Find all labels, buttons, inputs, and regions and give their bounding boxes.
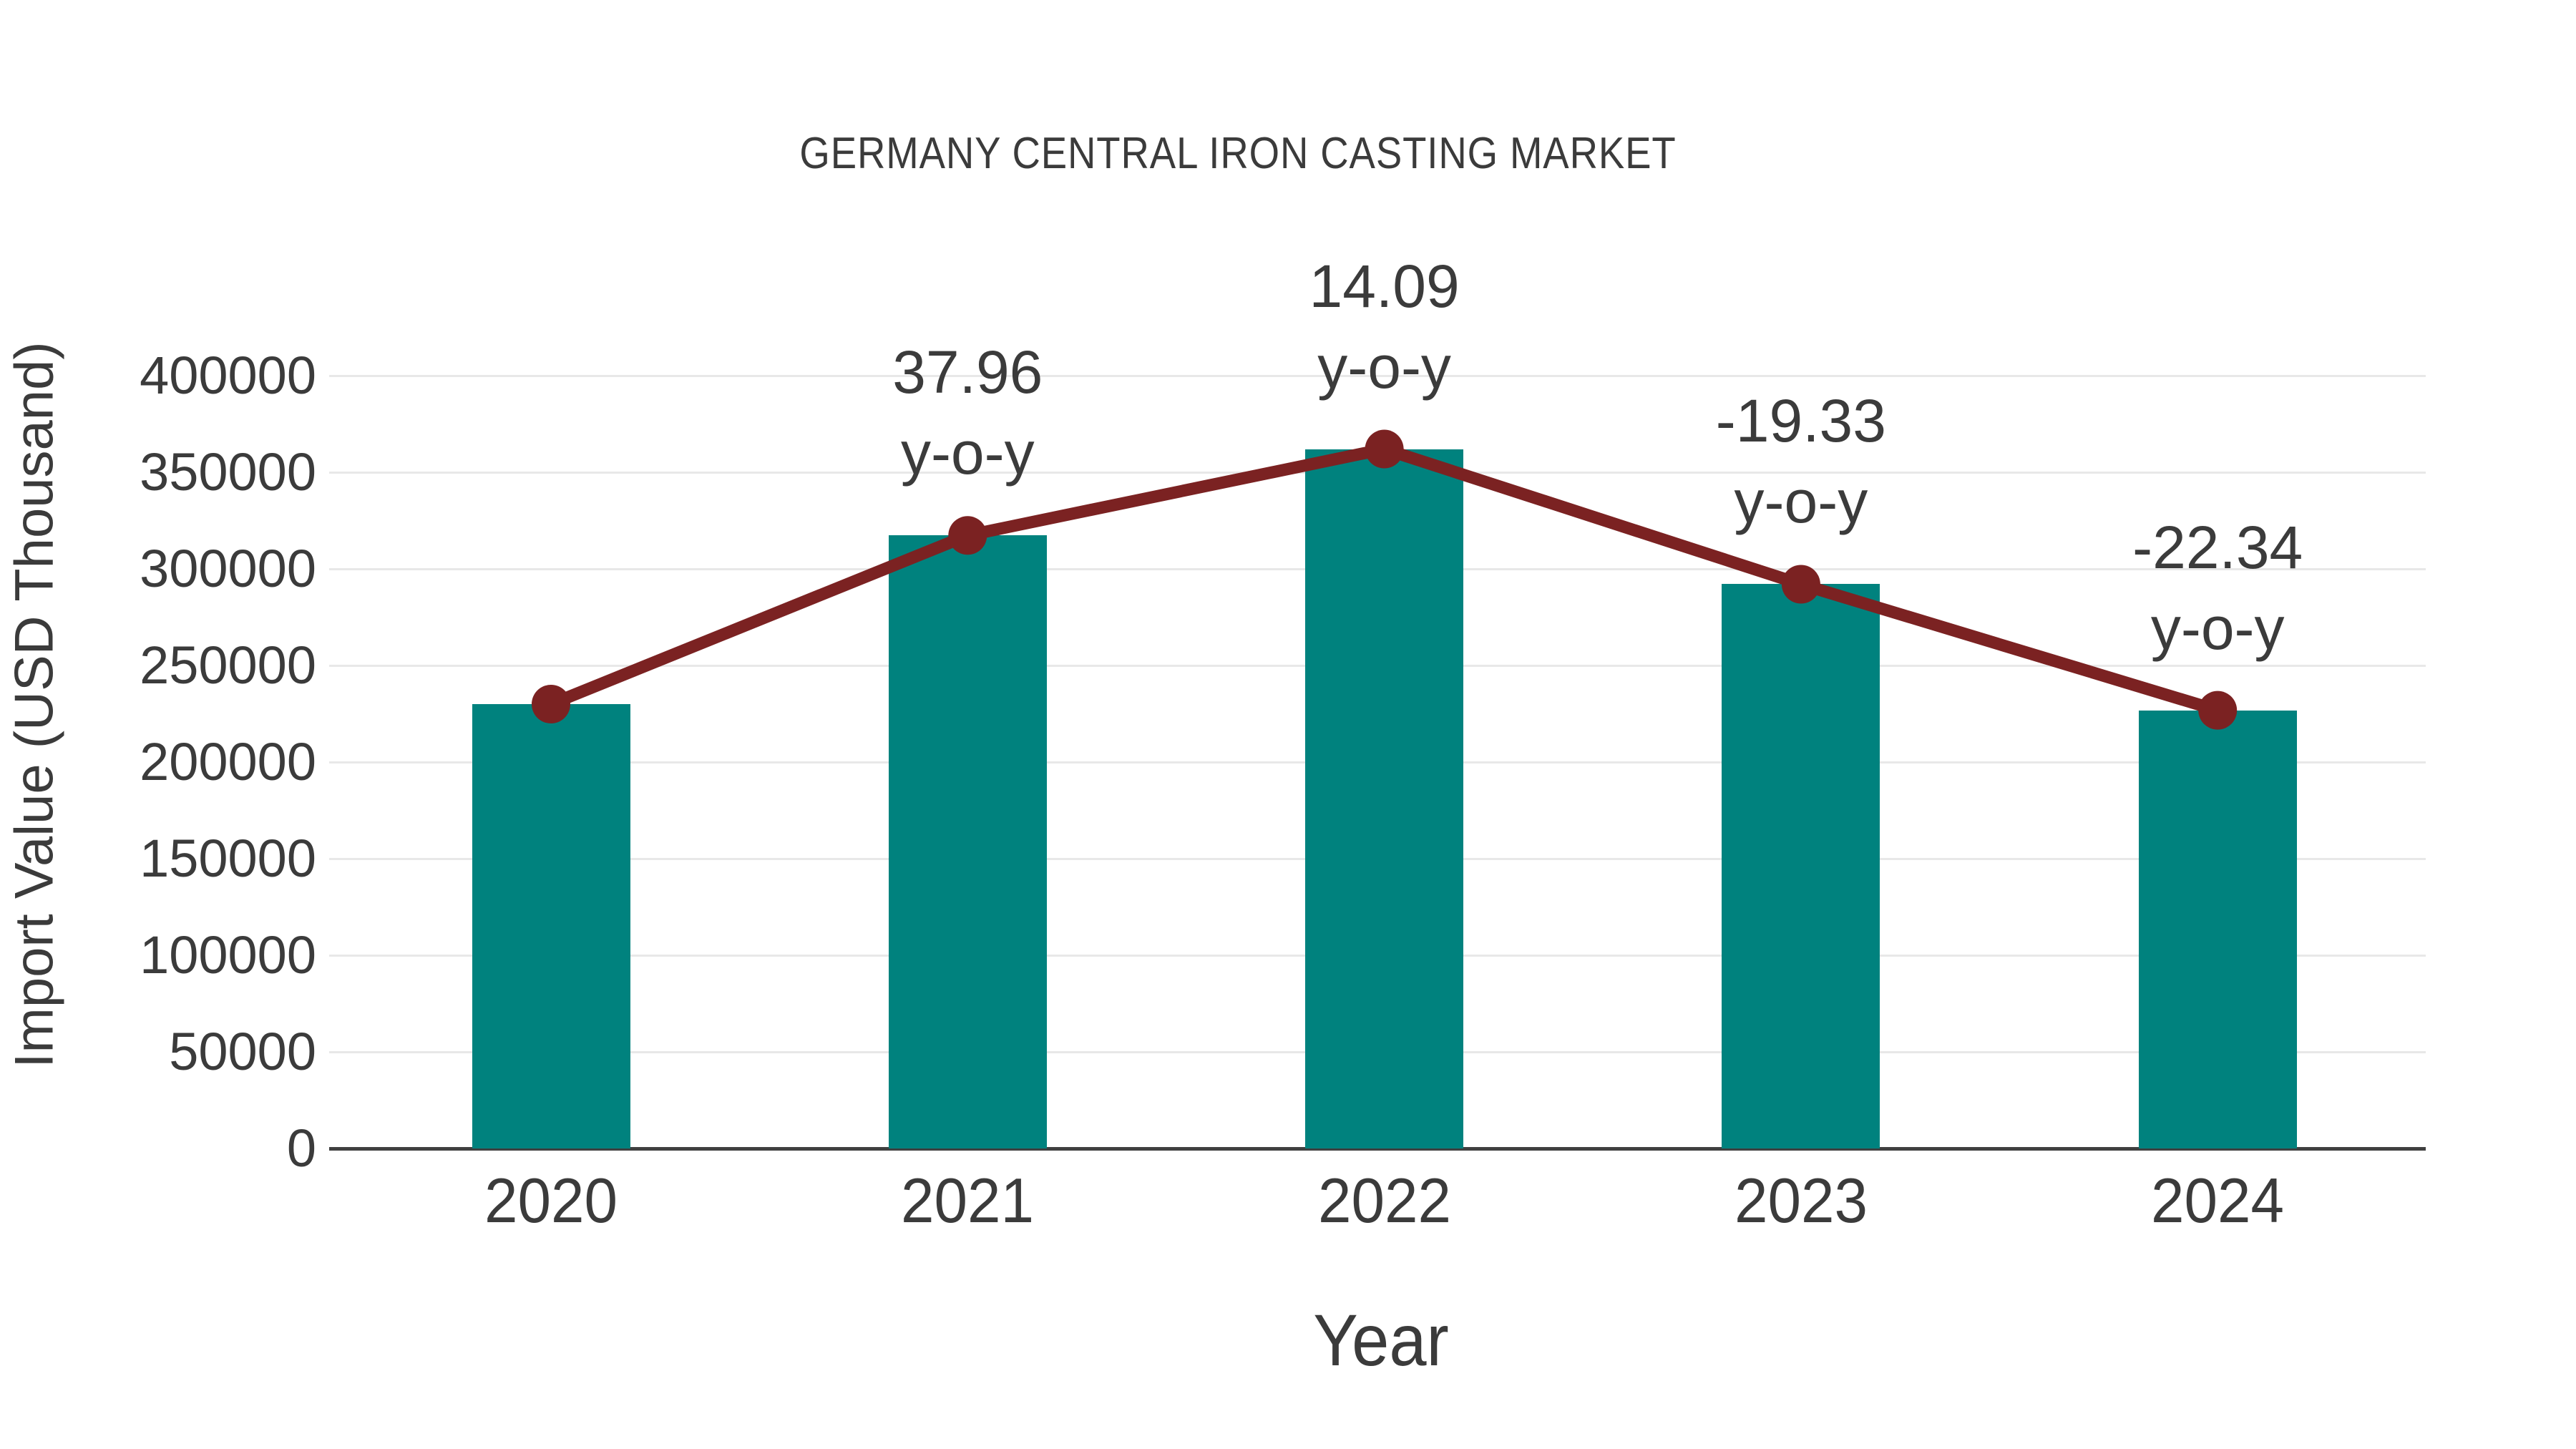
grid-line [329, 374, 2426, 377]
data-point-marker-2022 [1365, 429, 1404, 469]
y-tick-label: 150000 [140, 829, 316, 888]
bar-2023 [1722, 584, 1880, 1148]
y-tick-label: 0 [286, 1118, 316, 1178]
y-tick-label: 250000 [140, 635, 316, 695]
y-tick-label: 400000 [140, 346, 316, 405]
data-point-marker-2023 [1781, 565, 1820, 604]
y-tick-label: 350000 [140, 442, 316, 502]
yoy-annotation-2024: -22.34 y-o-y [2132, 513, 2303, 662]
x-tick-label: 2022 [1317, 1165, 1451, 1236]
data-point-marker-2021 [948, 516, 987, 555]
yoy-annotation-2023: -19.33 y-o-y [1715, 387, 1886, 536]
trend-line [548, 442, 2220, 716]
x-axis-title: Year [1313, 1299, 1449, 1381]
data-point-marker-2020 [532, 685, 570, 723]
x-tick-label: 2024 [2151, 1165, 2285, 1236]
y-tick-label: 100000 [140, 925, 316, 985]
y-tick-label: 200000 [140, 732, 316, 791]
x-tick-label: 2021 [901, 1165, 1035, 1236]
bar-2020 [472, 704, 630, 1148]
x-tick-label: 2023 [1734, 1165, 1868, 1236]
data-point-marker-2024 [2198, 691, 2238, 730]
bar-2021 [888, 535, 1047, 1148]
y-tick-label: 50000 [169, 1022, 316, 1081]
yoy-annotation-2022: 14.09 y-o-y [1309, 252, 1460, 401]
y-tick-label: 300000 [140, 539, 316, 598]
x-tick-label: 2020 [484, 1165, 618, 1236]
chart-title: GERMANY CENTRAL IRON CASTING MARKET [799, 129, 1677, 178]
bar-2022 [1305, 449, 1464, 1148]
x-axis-line [329, 1147, 2426, 1151]
yoy-annotation-2021: 37.96 y-o-y [892, 338, 1043, 487]
bar-2024 [2138, 710, 2297, 1148]
